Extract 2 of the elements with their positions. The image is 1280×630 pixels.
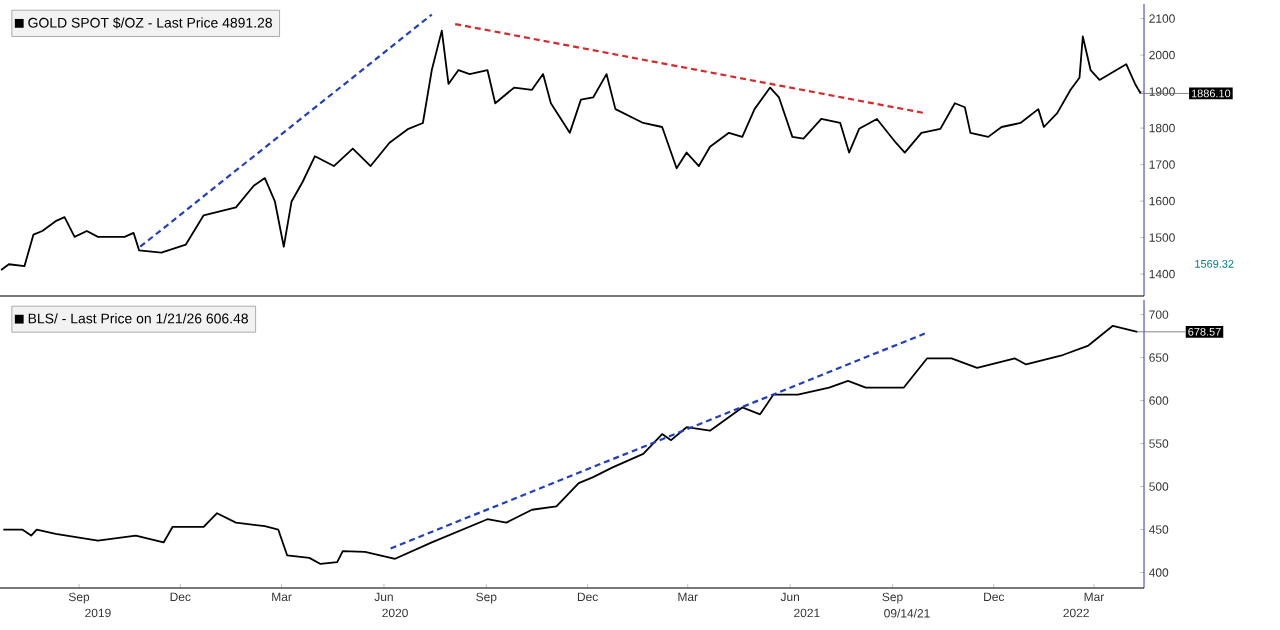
line-series <box>2 324 1139 565</box>
line-series <box>0 29 1142 271</box>
